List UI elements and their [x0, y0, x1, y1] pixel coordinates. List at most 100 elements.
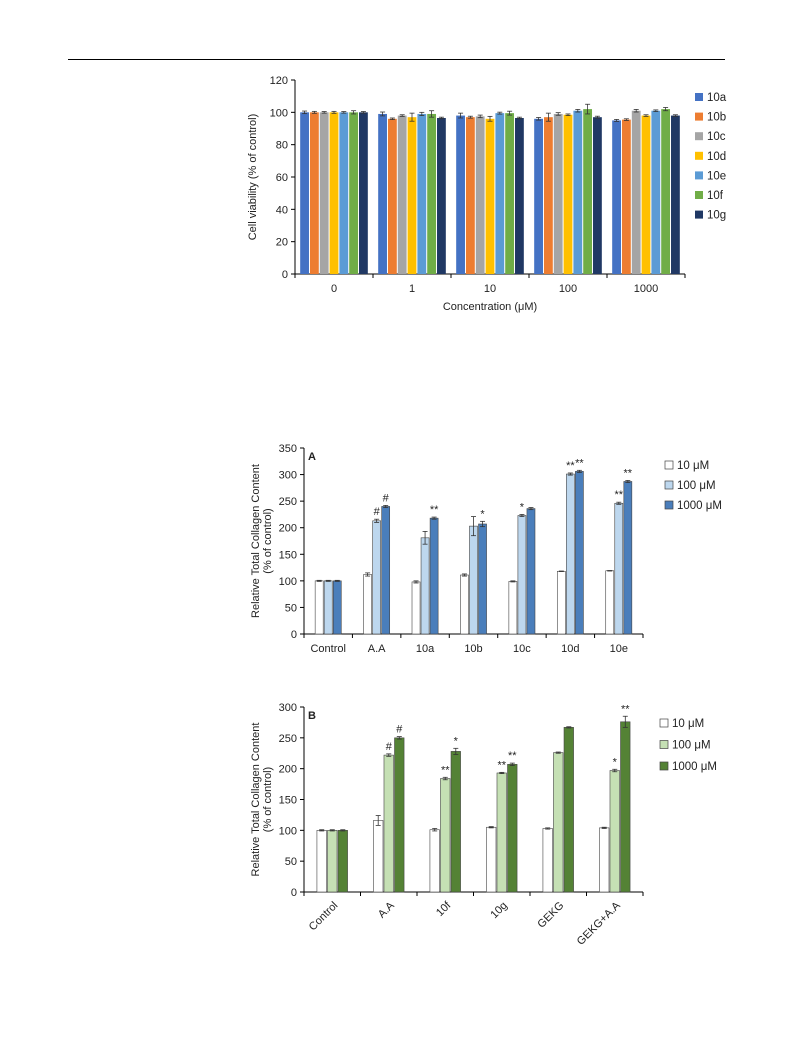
bar-10e — [651, 110, 661, 274]
bar-1000 μM — [526, 508, 536, 635]
significance-marker: ** — [621, 703, 630, 715]
bar-100 μM — [496, 772, 507, 893]
y-tick-label: 40 — [276, 204, 288, 216]
bar-10c — [397, 115, 407, 274]
y-tick-label: 60 — [276, 172, 288, 184]
legend-swatch-10a — [695, 93, 703, 101]
x-category-label: 1000 — [634, 283, 658, 295]
legend-label: 100 μM — [677, 480, 716, 492]
bar-1000 μM — [381, 506, 391, 635]
x-category-label: 10f — [434, 899, 454, 919]
y-axis-label: Cell viability (% of control) — [247, 114, 259, 241]
bar-10d — [329, 112, 339, 274]
legend-swatch-10g — [695, 210, 703, 219]
significance-marker: ** — [508, 750, 517, 762]
bar-10c — [475, 116, 485, 274]
bar-1000 μM — [429, 517, 439, 635]
bar-10 μM — [599, 827, 610, 893]
bar-100 μM — [609, 770, 620, 893]
y-tick-label: 200 — [279, 764, 297, 776]
bar-10f — [505, 113, 515, 274]
y-tick-label: 300 — [279, 702, 297, 714]
legend-swatch-10c — [695, 132, 703, 141]
legend-label: 10b — [707, 112, 726, 124]
bar-1000 μM — [620, 721, 631, 893]
x-category-label: 0 — [331, 283, 337, 295]
significance-marker: # — [386, 741, 393, 753]
legend-swatch-100 μM — [659, 740, 669, 749]
x-category-label: A.A — [376, 899, 397, 920]
y-tick-label: 0 — [291, 887, 297, 899]
bar-10 μM — [556, 570, 566, 635]
significance-marker: ** — [624, 467, 633, 479]
significance-marker: ** — [497, 759, 506, 771]
bar-10f — [349, 112, 359, 274]
bar-1000 μM — [478, 523, 487, 635]
bar-100 μM — [440, 778, 451, 893]
bar-10e — [495, 113, 505, 274]
bar-10f — [583, 109, 593, 274]
legend-label: 10e — [707, 170, 726, 182]
bar-100 μM — [553, 752, 564, 893]
bar-10 μM — [373, 820, 384, 893]
bar-100 μM — [566, 473, 575, 635]
legend-label: 10 μM — [672, 718, 704, 730]
bar-100 μM — [469, 525, 478, 635]
bar-10g — [593, 117, 602, 274]
bar-10f — [661, 109, 671, 274]
bar-10a — [456, 115, 465, 274]
x-category-label: 10b — [464, 643, 482, 655]
y-tick-label: 200 — [279, 523, 297, 535]
y-axis-label: Relative Total Collagen Content — [250, 464, 262, 618]
y-axis-label: (% of control) — [262, 508, 274, 573]
bar-10a — [378, 113, 387, 274]
y-axis-label: Relative Total Collagen Content — [250, 723, 262, 877]
bar-10 μM — [605, 570, 615, 635]
bar-10d — [563, 114, 573, 274]
x-category-label: GEKG — [535, 900, 566, 931]
bar-1000 μM — [575, 471, 584, 635]
x-category-label: 1 — [409, 283, 415, 295]
bar-100 μM — [327, 830, 338, 893]
x-category-label: Control — [307, 900, 341, 934]
legend-label: 10 μM — [677, 460, 709, 472]
y-tick-label: 100 — [270, 107, 288, 119]
bar-100 μM — [323, 580, 333, 635]
significance-marker: ** — [615, 489, 624, 501]
legend-swatch-10 μM — [659, 718, 669, 728]
bar-10 μM — [486, 826, 497, 893]
panel-label: A — [308, 451, 316, 463]
bar-10 μM — [542, 828, 553, 893]
significance-marker: ** — [441, 764, 450, 776]
bar-10 μM — [314, 580, 324, 635]
y-tick-label: 250 — [279, 496, 297, 508]
x-category-label: 10g — [488, 900, 509, 921]
legend-label: 1000 μM — [677, 500, 722, 512]
significance-marker: ** — [430, 504, 439, 516]
y-tick-label: 100 — [279, 576, 297, 588]
legend-swatch-1000 μM — [664, 500, 674, 510]
bar-10b — [309, 112, 319, 274]
bar-10 μM — [411, 581, 421, 635]
legend-label: 10g — [707, 210, 726, 222]
bar-10 μM — [429, 829, 440, 893]
bar-10d — [407, 117, 417, 274]
bar-10a — [300, 112, 309, 274]
legend-swatch-10b — [695, 112, 703, 121]
y-tick-label: 150 — [279, 795, 297, 807]
bar-10b — [621, 119, 631, 274]
x-category-label: GEKG+A.A — [575, 899, 624, 948]
bar-1000 μM — [394, 737, 405, 893]
bar-1000 μM — [337, 830, 348, 893]
bar-100 μM — [420, 537, 430, 635]
legend-swatch-100 μM — [664, 480, 674, 490]
significance-marker: # — [374, 506, 381, 518]
x-axis-label: Concentration (μM) — [443, 301, 537, 313]
bar-10e — [339, 112, 349, 274]
bar-10f — [427, 113, 437, 274]
legend-swatch-1000 μM — [659, 761, 669, 771]
legend-swatch-10f — [695, 191, 703, 199]
bar-10b — [387, 118, 397, 274]
